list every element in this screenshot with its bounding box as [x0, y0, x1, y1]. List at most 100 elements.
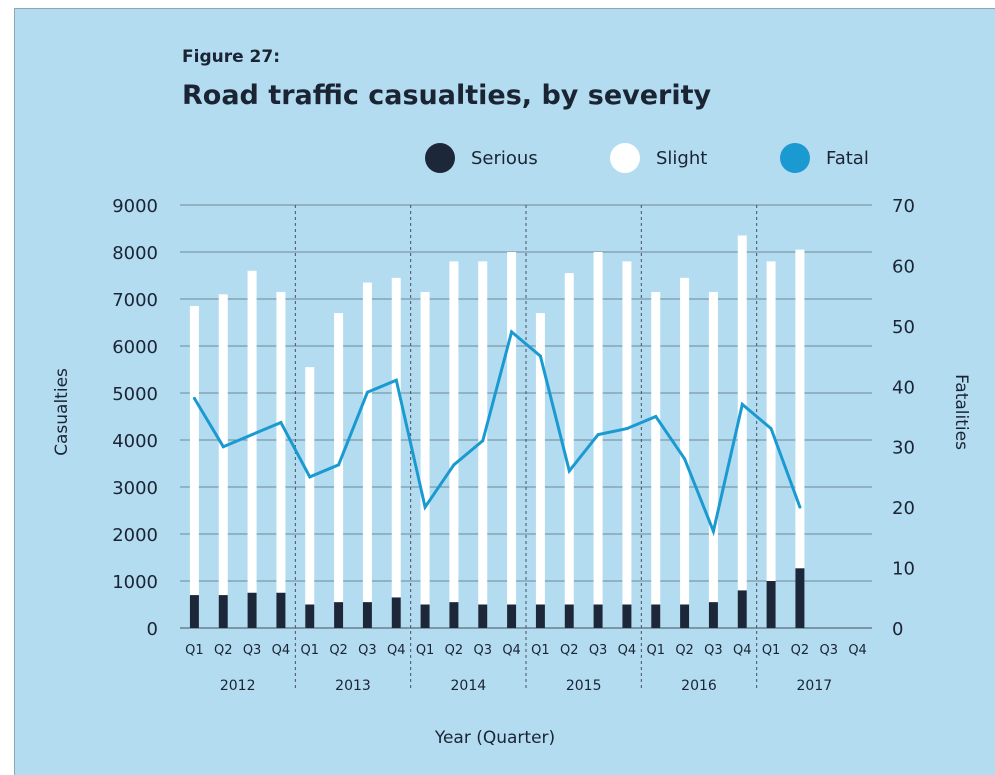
- fatal-point: [365, 390, 369, 394]
- bar-slight: [535, 313, 545, 628]
- fatal-line: [193, 329, 802, 537]
- bar-slight: [651, 291, 661, 628]
- y2-tick-label: 60: [892, 256, 915, 277]
- x-axis-year-labels: 2012 2013 2014 2015 2016 2017: [220, 678, 832, 694]
- bar-serious: [334, 602, 344, 628]
- x-tick-label: Q4: [502, 643, 521, 658]
- bar-slight: [362, 282, 372, 628]
- fatal-point: [798, 505, 802, 509]
- year-label: 2012: [220, 678, 256, 694]
- x-tick-label: Q2: [560, 643, 579, 658]
- fatal-point: [740, 402, 744, 406]
- bar-slight: [593, 252, 603, 628]
- bar-serious: [218, 595, 228, 628]
- bar-serious: [708, 602, 718, 628]
- legend-swatch-slight: [610, 143, 640, 173]
- fatal-series: [192, 329, 802, 537]
- bar-serious: [189, 595, 199, 628]
- year-label: 2016: [681, 678, 717, 694]
- fatal-point: [596, 433, 600, 437]
- bar-slight: [795, 249, 805, 628]
- bar-slight: [334, 313, 344, 628]
- bar-slight: [622, 261, 632, 628]
- y2-axis-label: Fatalities: [951, 374, 971, 450]
- bar-slight: [737, 235, 747, 629]
- bar-serious: [305, 604, 315, 628]
- x-tick-label: Q3: [819, 643, 838, 658]
- bar-slight: [218, 294, 228, 628]
- x-tick-label: Q3: [358, 643, 377, 658]
- bar-serious: [680, 604, 690, 628]
- right-axis-ticks: 0 10 20 30 40 50 60 70: [892, 196, 915, 640]
- y2-tick-label: 20: [892, 498, 915, 519]
- x-tick-label: Q3: [473, 643, 492, 658]
- x-axis-label: Year (Quarter): [434, 728, 555, 748]
- bar-serious: [535, 604, 545, 628]
- fatal-point: [538, 354, 542, 358]
- y-tick-label: 9000: [112, 196, 158, 217]
- fatal-point: [221, 445, 225, 449]
- fatal-point: [250, 433, 254, 437]
- y-tick-label: 3000: [112, 478, 158, 499]
- x-tick-label: Q3: [243, 643, 262, 658]
- legend-item-serious: Serious: [425, 142, 538, 174]
- year-label: 2013: [335, 678, 371, 694]
- chart-panel: [14, 8, 995, 775]
- bar-slight: [766, 261, 776, 628]
- y2-tick-label: 30: [892, 438, 915, 459]
- bar-slight: [507, 252, 517, 628]
- bar-slight: [478, 261, 488, 628]
- year-label: 2014: [451, 678, 487, 694]
- bar-slight: [420, 291, 430, 628]
- bar-slight: [189, 306, 199, 628]
- x-tick-label: Q1: [300, 643, 319, 658]
- y2-tick-label: 40: [892, 377, 915, 398]
- fatal-point: [308, 475, 312, 479]
- y2-tick-label: 10: [892, 559, 915, 580]
- year-label: 2015: [566, 678, 602, 694]
- year-label: 2017: [797, 678, 833, 694]
- bar-serious: [247, 592, 257, 628]
- bar-serious: [593, 604, 603, 628]
- bar-serious: [795, 568, 805, 628]
- fatal-point: [769, 427, 773, 431]
- fatal-point: [279, 421, 283, 425]
- legend-item-fatal: Fatal: [780, 142, 869, 174]
- legend-swatch-fatal: [780, 143, 810, 173]
- legend-swatch-serious: [425, 143, 455, 173]
- fatal-point: [683, 457, 687, 461]
- bar-serious: [391, 597, 401, 628]
- x-tick-label: Q3: [704, 643, 723, 658]
- legend-label-slight: Slight: [656, 147, 708, 169]
- x-tick-label: Q4: [272, 643, 291, 658]
- bar-serious: [622, 604, 632, 628]
- x-tick-label: Q4: [618, 643, 637, 658]
- legend: Serious Slight Fatal: [0, 142, 995, 174]
- x-tick-label: Q2: [329, 643, 348, 658]
- bar-serious: [449, 602, 459, 628]
- bar-slight: [449, 261, 459, 628]
- bar-serious: [362, 602, 372, 628]
- x-tick-label: Q2: [214, 643, 233, 658]
- bar-slight: [276, 291, 286, 628]
- x-tick-label: Q1: [531, 643, 550, 658]
- y-tick-label: 2000: [112, 525, 158, 546]
- fatal-point: [481, 439, 485, 443]
- x-tick-label: Q3: [589, 643, 608, 658]
- fatal-point: [452, 463, 456, 467]
- chart-title: Road traffic casualties, by severity: [182, 80, 712, 111]
- bar-serious: [478, 604, 488, 628]
- legend-label-fatal: Fatal: [826, 147, 869, 169]
- fatal-point: [394, 378, 398, 382]
- y-tick-label: 6000: [112, 337, 158, 358]
- bar-serious: [420, 604, 430, 628]
- bar-serious: [564, 604, 574, 628]
- legend-item-slight: Slight: [610, 142, 707, 174]
- bar-slight: [708, 291, 718, 628]
- fatal-point: [711, 529, 715, 533]
- fatal-point: [337, 463, 341, 467]
- left-axis-ticks: 0 1000 2000 3000 4000 5000 6000 7000 8000 9000: [112, 196, 158, 640]
- bar-slight: [680, 277, 690, 628]
- x-tick-label: Q1: [185, 643, 204, 658]
